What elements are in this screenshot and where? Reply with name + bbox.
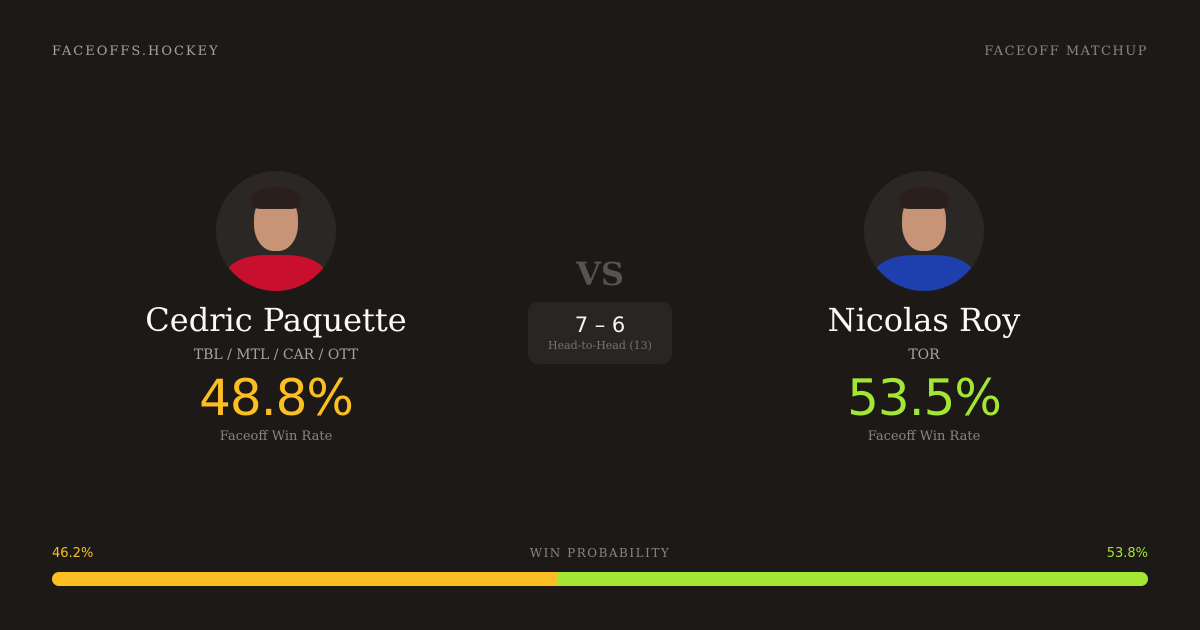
hair-graphic <box>900 187 948 209</box>
player-name: Nicolas Roy <box>827 301 1021 339</box>
head-to-head-label: Head-to-Head (13) <box>548 339 652 352</box>
win-rate: 48.8% <box>199 369 354 427</box>
vs-label: VS <box>576 255 624 293</box>
jersey-graphic <box>874 255 974 291</box>
hair-graphic <box>252 187 300 209</box>
jersey-graphic <box>226 255 326 291</box>
head-to-head-box: 7 – 6 Head-to-Head (13) <box>528 302 672 364</box>
brand-logo-text[interactable]: FACEOFFS.HOCKEY <box>52 44 220 59</box>
player-avatar <box>216 171 336 291</box>
win-rate-label: Faceoff Win Rate <box>867 429 981 444</box>
win-rate-label: Faceoff Win Rate <box>219 429 333 444</box>
player-name: Cedric Paquette <box>145 301 407 339</box>
win-probability-label: WIN PROBABILITY <box>529 546 671 560</box>
win-probability-bar-left <box>52 572 559 586</box>
head-to-head-score: 7 – 6 <box>574 313 626 337</box>
win-probability-bar-right <box>558 572 1148 586</box>
win-probability-bar <box>52 572 1148 586</box>
win-probability-right: 53.8% <box>1106 546 1148 561</box>
win-probability-left: 46.2% <box>52 546 94 561</box>
win-rate: 53.5% <box>847 369 1002 427</box>
player-teams: TOR <box>908 347 940 363</box>
player-card-left: Cedric Paquette TBL / MTL / CAR / OTT 48… <box>76 171 476 444</box>
page-type-label: FACEOFF MATCHUP <box>984 44 1148 59</box>
player-avatar <box>864 171 984 291</box>
player-card-right: Nicolas Roy TOR 53.5% Faceoff Win Rate <box>724 171 1124 444</box>
player-teams: TBL / MTL / CAR / OTT <box>193 347 359 363</box>
